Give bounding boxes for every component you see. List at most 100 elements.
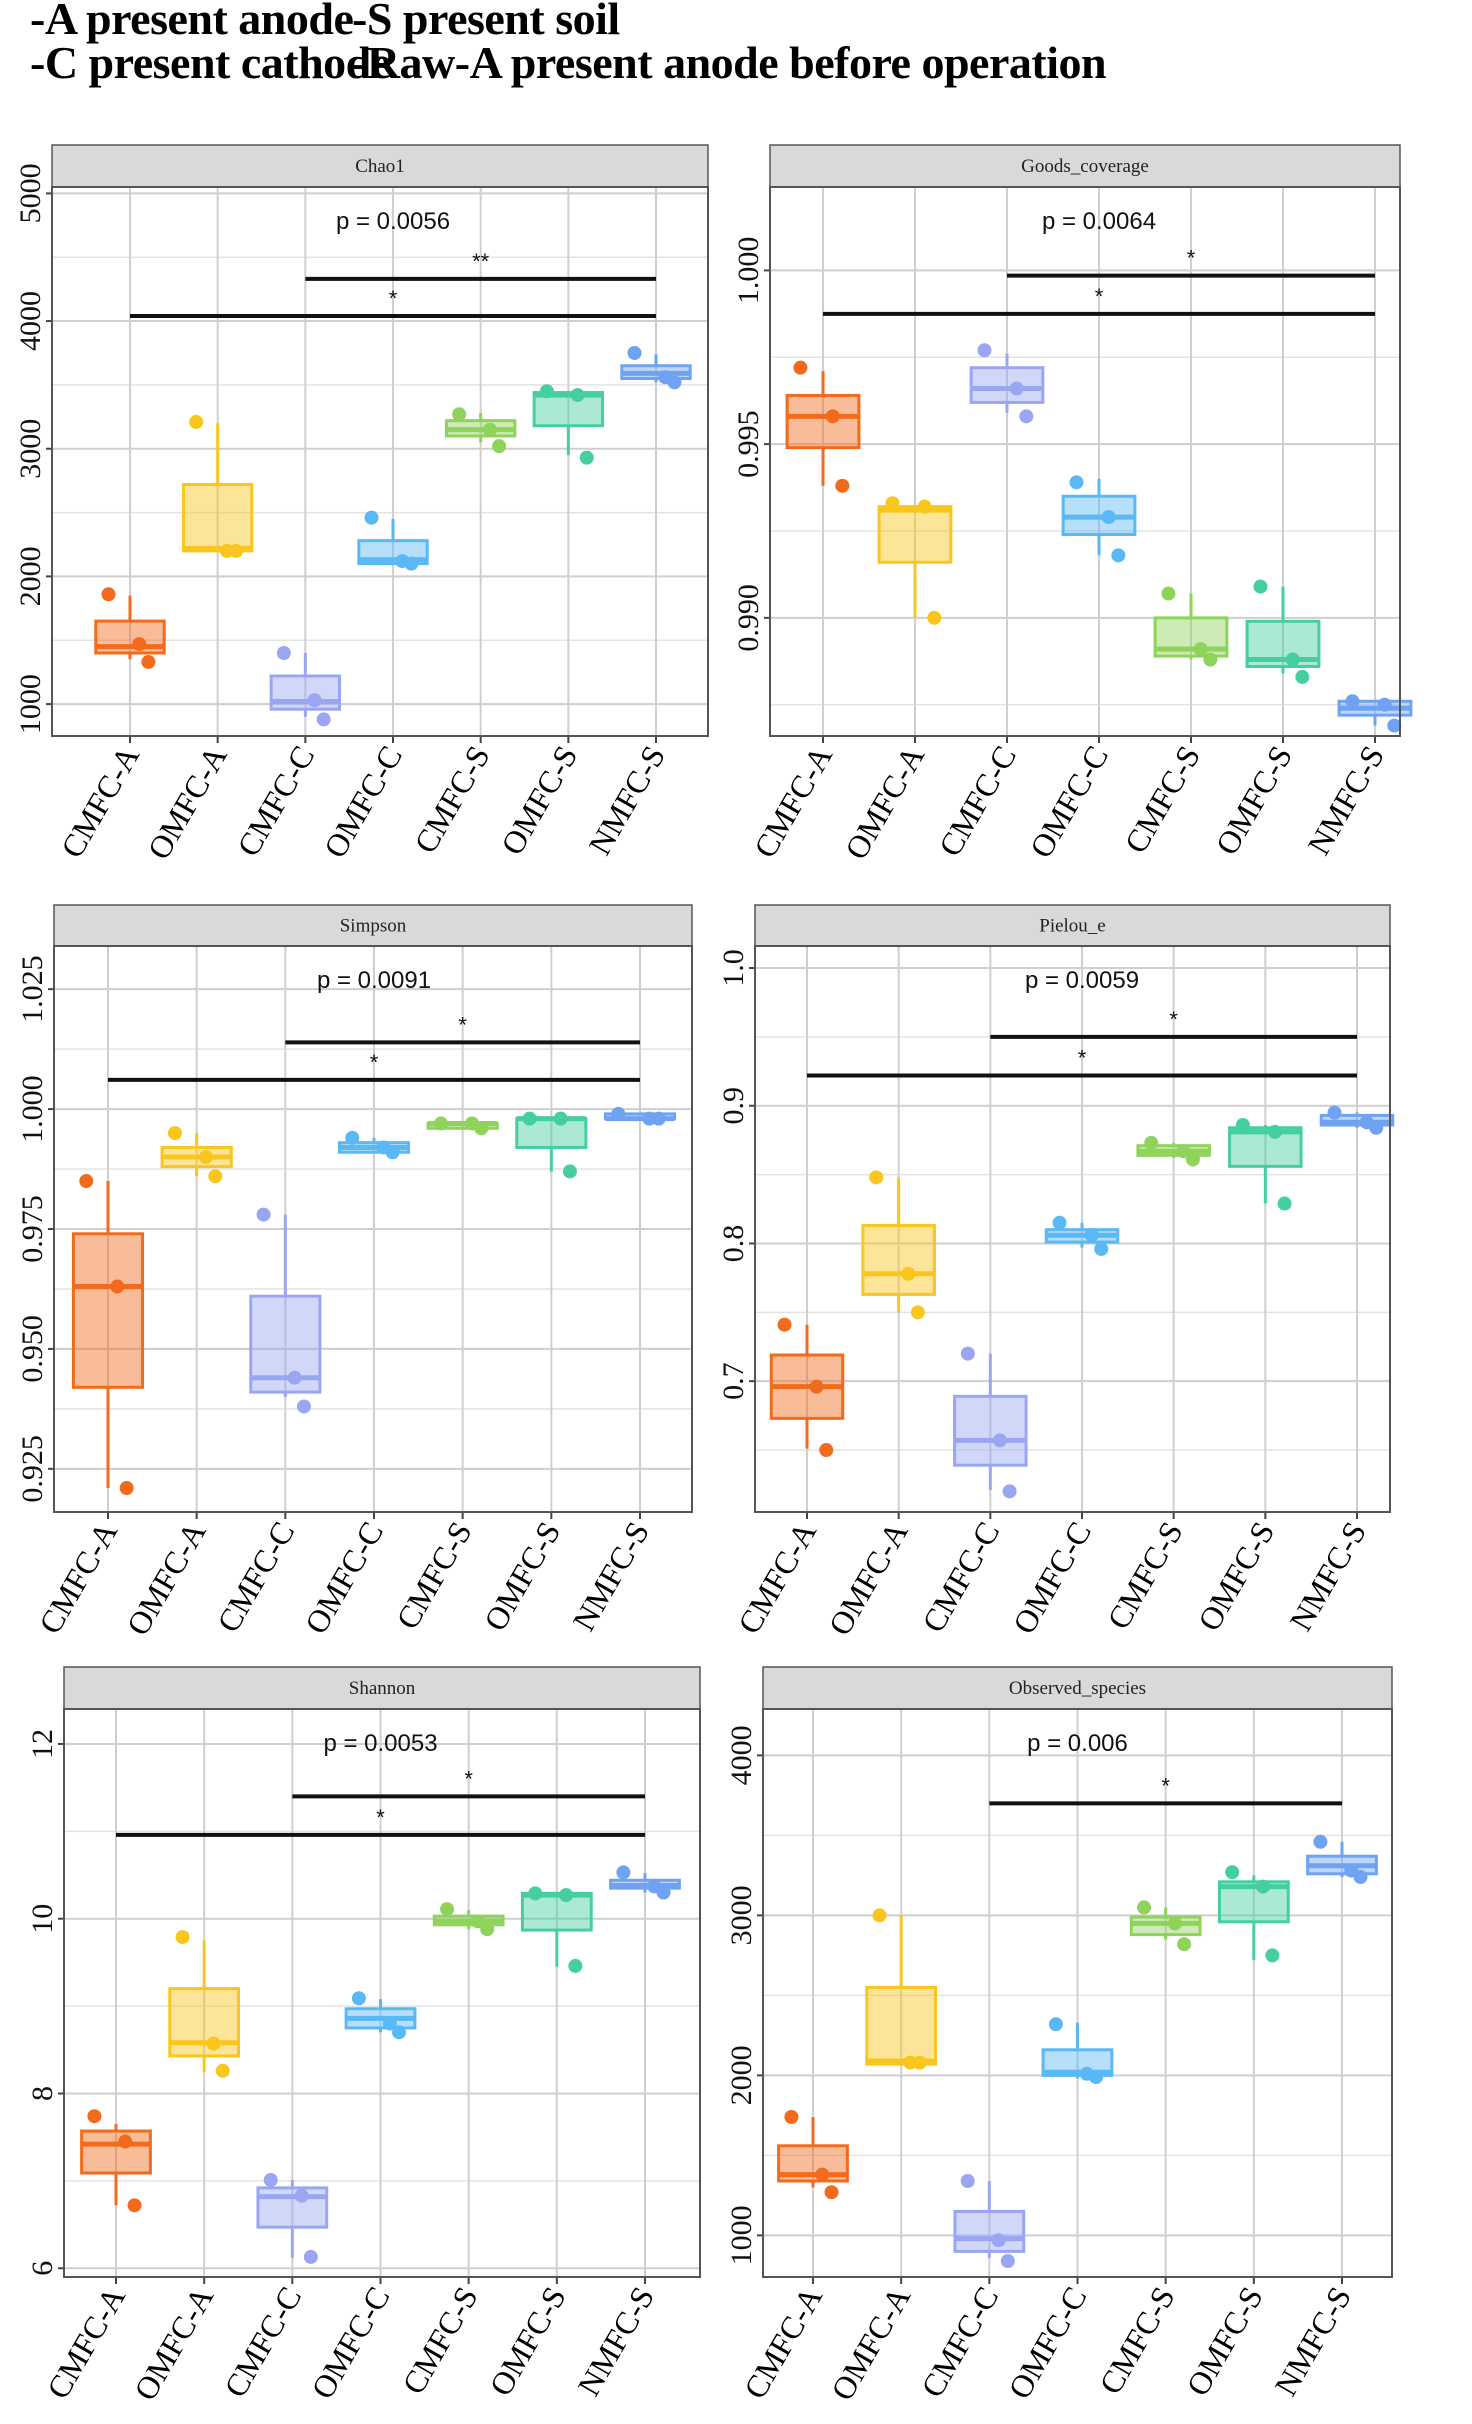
data-point — [656, 1885, 671, 1900]
data-point — [132, 637, 147, 652]
significance-label: * — [458, 1012, 467, 1037]
data-point — [809, 1379, 824, 1394]
data-point — [1002, 1484, 1017, 1499]
box-omfc-a — [877, 496, 953, 625]
data-point — [885, 496, 900, 511]
data-point — [296, 1399, 311, 1414]
panel-border — [51, 186, 709, 737]
box-iqr — [969, 366, 1045, 404]
plot-background — [770, 187, 1400, 736]
x-tick-label: CMFC-C — [230, 740, 322, 863]
data-point — [917, 499, 932, 514]
p-value-label: p = 0.0064 — [1042, 208, 1156, 235]
panel-border — [769, 186, 1401, 737]
box-iqr — [865, 1985, 938, 2066]
box-cmfc-s — [432, 1902, 505, 1937]
data-point — [960, 1346, 975, 1361]
data-point — [793, 360, 808, 375]
box-cmfc-c — [249, 1207, 322, 1414]
data-point — [912, 2055, 927, 2070]
data-point — [627, 345, 642, 360]
legend-anode: -A present anode — [30, 0, 354, 44]
y-tick-label: 1.000 — [732, 237, 765, 305]
data-point — [433, 1116, 448, 1131]
box-nmfc-s — [1319, 1105, 1395, 1135]
data-point — [119, 1481, 134, 1496]
data-point — [1052, 1215, 1067, 1230]
data-point — [1203, 652, 1218, 667]
panel-shannon: Shannon 6 8 10 12 CMFC-AOMFC-ACMFC-COMFC-CCMF… — [26, 1666, 701, 2406]
data-point — [364, 510, 379, 525]
y-tick-label: 0.995 — [732, 410, 765, 478]
y-tick-label: 3000 — [14, 419, 47, 479]
x-tick-label: CMFC-C — [210, 1516, 302, 1639]
box-cmfc-c — [256, 2173, 329, 2264]
x-tick-label: CMFC-C — [915, 1516, 1007, 1639]
facet-strip — [51, 144, 709, 188]
data-point — [824, 2185, 839, 2200]
box-omfc-a — [160, 1126, 233, 1184]
box-omfc-c — [1044, 1215, 1120, 1256]
data-point — [568, 1958, 583, 1973]
panel-simpson: Simpson0.9250.9500.9751.0001.025CMFC-AOM… — [16, 904, 693, 1641]
x-tick-label: OMFC-A — [140, 740, 233, 866]
data-point — [256, 1207, 271, 1222]
data-point — [167, 1126, 182, 1141]
data-point — [1277, 1196, 1292, 1211]
data-point — [1267, 1124, 1282, 1139]
x-tick-label: CMFC-A — [731, 1516, 824, 1640]
data-point — [667, 375, 682, 390]
x-tick-label: OMFC-S — [482, 2281, 573, 2402]
data-point — [872, 1908, 887, 1923]
data-point — [101, 587, 116, 602]
x-tick-label: CMFC-S — [1100, 1516, 1190, 1636]
panel-border — [53, 945, 693, 1513]
significance-label: * — [1078, 1045, 1087, 1070]
box-cmfc-s — [426, 1116, 499, 1136]
y-tick-label: 4000 — [725, 1725, 758, 1785]
data-point — [1069, 475, 1084, 490]
box-cmfc-c — [269, 646, 342, 727]
legend-raw-anode: -Raw-A present anode before operation — [352, 37, 1107, 88]
box-omfc-c — [337, 1130, 411, 1160]
p-value-label: p = 0.0091 — [317, 967, 431, 994]
x-tick-label: OMFC-A — [824, 2281, 917, 2407]
facet-title: Pielou_e — [1039, 916, 1106, 937]
box-nmfc-s — [609, 1865, 681, 1900]
y-tick-label: 1.000 — [16, 1075, 49, 1143]
p-value-label: p = 0.0059 — [1025, 967, 1139, 994]
box-omfc-c — [344, 1991, 417, 2040]
plot-background — [64, 1709, 700, 2277]
x-tick-label: OMFC-A — [821, 1516, 914, 1642]
data-point — [992, 1433, 1007, 1448]
box-cmfc-a — [94, 587, 166, 669]
box-iqr — [861, 1224, 936, 1296]
data-point — [127, 2198, 142, 2213]
y-tick-label: 3000 — [725, 1885, 758, 1945]
facet-title: Shannon — [349, 1678, 416, 1699]
y-tick-label: 0.950 — [16, 1315, 49, 1383]
box-omfc-a — [861, 1170, 936, 1320]
data-point — [784, 2110, 799, 2124]
box-cmfc-c — [969, 343, 1045, 424]
data-point — [110, 1279, 125, 1294]
box-cmfc-s — [444, 407, 517, 454]
box-cmfc-a — [769, 1317, 845, 1458]
y-tick-label: 12 — [26, 1729, 59, 1759]
data-point — [835, 478, 850, 493]
p-value-label: p = 0.0056 — [336, 208, 450, 235]
significance-label: ** — [472, 249, 490, 274]
x-tick-label: CMFC-C — [931, 740, 1023, 863]
box-cmfc-a — [80, 2109, 152, 2213]
data-point — [440, 1902, 455, 1917]
data-point — [1377, 697, 1392, 712]
y-tick-label: 6 — [26, 2261, 59, 2276]
panel-border — [762, 1708, 1393, 2278]
data-point — [79, 1174, 94, 1189]
x-tick-label: CMFC-S — [407, 740, 497, 860]
y-tick-label: 1000 — [14, 674, 47, 734]
data-point — [1176, 1144, 1191, 1159]
data-point — [819, 1443, 834, 1458]
data-point — [215, 2063, 230, 2078]
